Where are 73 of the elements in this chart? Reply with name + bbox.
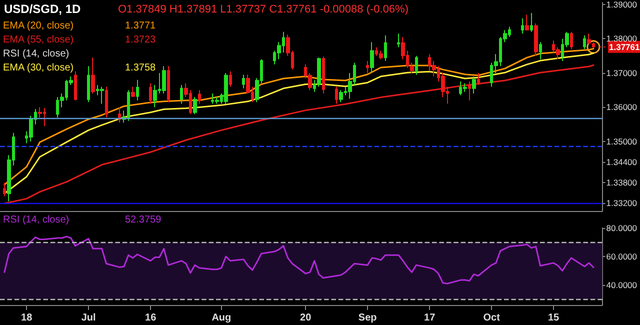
candlestick bbox=[162, 66, 166, 94]
candlestick bbox=[74, 70, 77, 101]
candlestick bbox=[339, 90, 343, 103]
y-tick-label: 60.0000 bbox=[606, 252, 638, 262]
candlestick bbox=[198, 90, 201, 104]
y-tick-label: 1.33200 bbox=[606, 198, 638, 208]
y-tick-label: 40.0000 bbox=[606, 280, 638, 290]
text: EMA (30, close) bbox=[3, 62, 74, 74]
x-tick-label: 20 bbox=[300, 312, 312, 324]
text: EMA (55, close) bbox=[3, 34, 74, 46]
candlestick bbox=[384, 34, 387, 62]
candlestick bbox=[534, 22, 538, 56]
x-tick-label: 16 bbox=[145, 312, 157, 324]
candlestick bbox=[100, 86, 104, 104]
annotation: 1.3771 bbox=[125, 20, 156, 32]
candlestick bbox=[468, 81, 471, 101]
candlestick bbox=[539, 42, 542, 60]
series-label: RSI (14, close) bbox=[3, 214, 70, 226]
candlestick bbox=[242, 74, 245, 89]
candlestick bbox=[229, 70, 232, 88]
candlestick bbox=[167, 66, 170, 103]
y-tick-label: 80.0000 bbox=[606, 223, 638, 233]
candlestick bbox=[477, 72, 480, 86]
candlestick bbox=[463, 82, 467, 92]
annotation: 1.37761 bbox=[609, 42, 640, 52]
candlestick bbox=[370, 42, 374, 74]
candlestick bbox=[136, 79, 139, 101]
candlestick bbox=[530, 12, 533, 32]
y-tick-label: 1.36000 bbox=[606, 102, 638, 112]
annotation: 1.3723 bbox=[125, 34, 156, 46]
annotation: 1.3758 bbox=[125, 62, 156, 74]
candlestick bbox=[335, 86, 338, 104]
candlestick bbox=[570, 31, 573, 50]
y-tick-label: 1.34400 bbox=[606, 157, 638, 168]
candlestick bbox=[131, 86, 135, 98]
chart-subtitle: O1.37849 H1.37891 L1.37737 C1.37761 -0.00088 (-0.06%) bbox=[118, 4, 408, 16]
candlestick bbox=[87, 66, 90, 103]
chart-title: USD/SGD, 1D bbox=[4, 2, 82, 16]
x-tick-label: 15 bbox=[548, 312, 560, 324]
candlestick bbox=[587, 33, 591, 44]
candlestick bbox=[379, 50, 383, 60]
candlestick bbox=[3, 182, 6, 197]
candlestick bbox=[215, 96, 219, 104]
x-tick-label: 18 bbox=[21, 312, 33, 324]
candlestick bbox=[105, 86, 108, 118]
x-tick-label: Oct bbox=[483, 312, 501, 324]
y-tick-label: 1.33800 bbox=[606, 178, 638, 188]
candlestick bbox=[91, 57, 95, 94]
line-series bbox=[4, 236, 594, 284]
text: 52.3759 bbox=[125, 214, 162, 226]
candlestick bbox=[592, 42, 595, 48]
text: EMA (20, close) bbox=[3, 20, 74, 32]
annotation: RSI (14, close) bbox=[3, 48, 70, 60]
candlestick bbox=[180, 84, 183, 104]
y-tick-label: 1.37000 bbox=[606, 68, 638, 78]
candlestick bbox=[322, 56, 325, 94]
candlestick bbox=[415, 55, 418, 76]
candlestick bbox=[366, 60, 369, 74]
x-tick-label: Aug bbox=[212, 312, 232, 324]
y-tick-label: 1.39000 bbox=[606, 0, 638, 10]
candlestick bbox=[410, 62, 414, 74]
x-tick-label: 17 bbox=[424, 312, 436, 324]
candlestick bbox=[521, 18, 524, 34]
x-tick-label: Jul bbox=[81, 312, 96, 324]
candlestick bbox=[193, 96, 197, 115]
candlestick bbox=[397, 33, 400, 48]
candlestick bbox=[472, 76, 476, 94]
candlestick bbox=[149, 82, 152, 104]
x-tick-label: Sep bbox=[358, 312, 377, 324]
candlestick bbox=[525, 14, 529, 31]
candlestick bbox=[583, 34, 586, 50]
y-tick-label: 1.35000 bbox=[606, 136, 638, 146]
candlestick bbox=[224, 72, 228, 104]
